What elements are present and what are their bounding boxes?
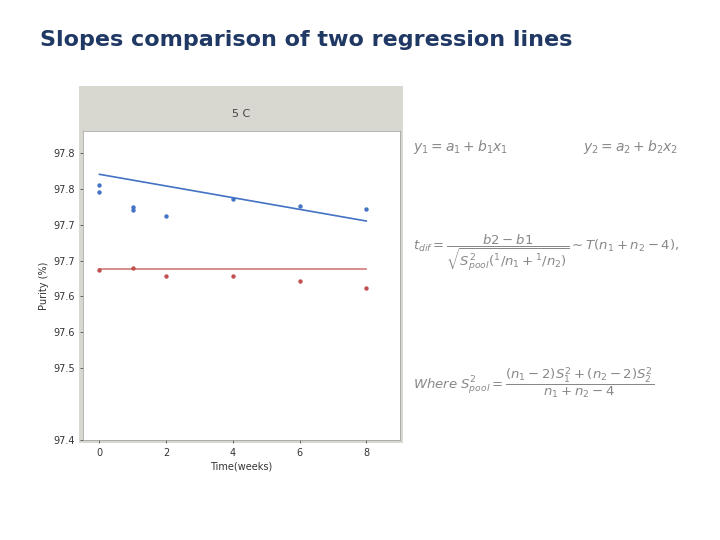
Point [94,181,105,190]
Point [294,201,305,210]
Text: 9: 9 [688,518,695,528]
Text: Slopes comparison of two regression lines: Slopes comparison of two regression line… [40,30,572,50]
X-axis label: Time(weeks): Time(weeks) [210,462,272,472]
Text: 5 C: 5 C [232,110,251,119]
Text: $y_2 = a_2 + b_2 x_2$: $y_2 = a_2 + b_2 x_2$ [582,138,678,156]
Text: janssen: janssen [540,505,593,518]
Point [227,195,238,204]
Text: $y_1 = a_1 + b_1 x_1$: $y_1 = a_1 + b_1 x_1$ [413,138,508,156]
Point [161,212,172,220]
Point [227,272,238,281]
Point [127,264,138,272]
Point [294,276,305,285]
Point [127,202,138,211]
Text: $t_{dif} = \dfrac{b2-b1}{\sqrt{S^2_{pool}(^1/n_1+^1/n_2)}} \sim T(n_1 + n_2 - 4): $t_{dif} = \dfrac{b2-b1}{\sqrt{S^2_{pool… [413,233,680,273]
Point [361,205,372,213]
Point [361,284,372,292]
Point [94,188,105,197]
Point [94,266,105,274]
Text: $Where\ S^2_{pool} = \dfrac{(n_1-2)S^2_1+(n_2-2)S^2_2}{n_1+n_2-4}$: $Where\ S^2_{pool} = \dfrac{(n_1-2)S^2_1… [413,366,654,401]
Point [161,272,172,281]
Y-axis label: Purity (%): Purity (%) [40,261,50,310]
Point [127,206,138,214]
